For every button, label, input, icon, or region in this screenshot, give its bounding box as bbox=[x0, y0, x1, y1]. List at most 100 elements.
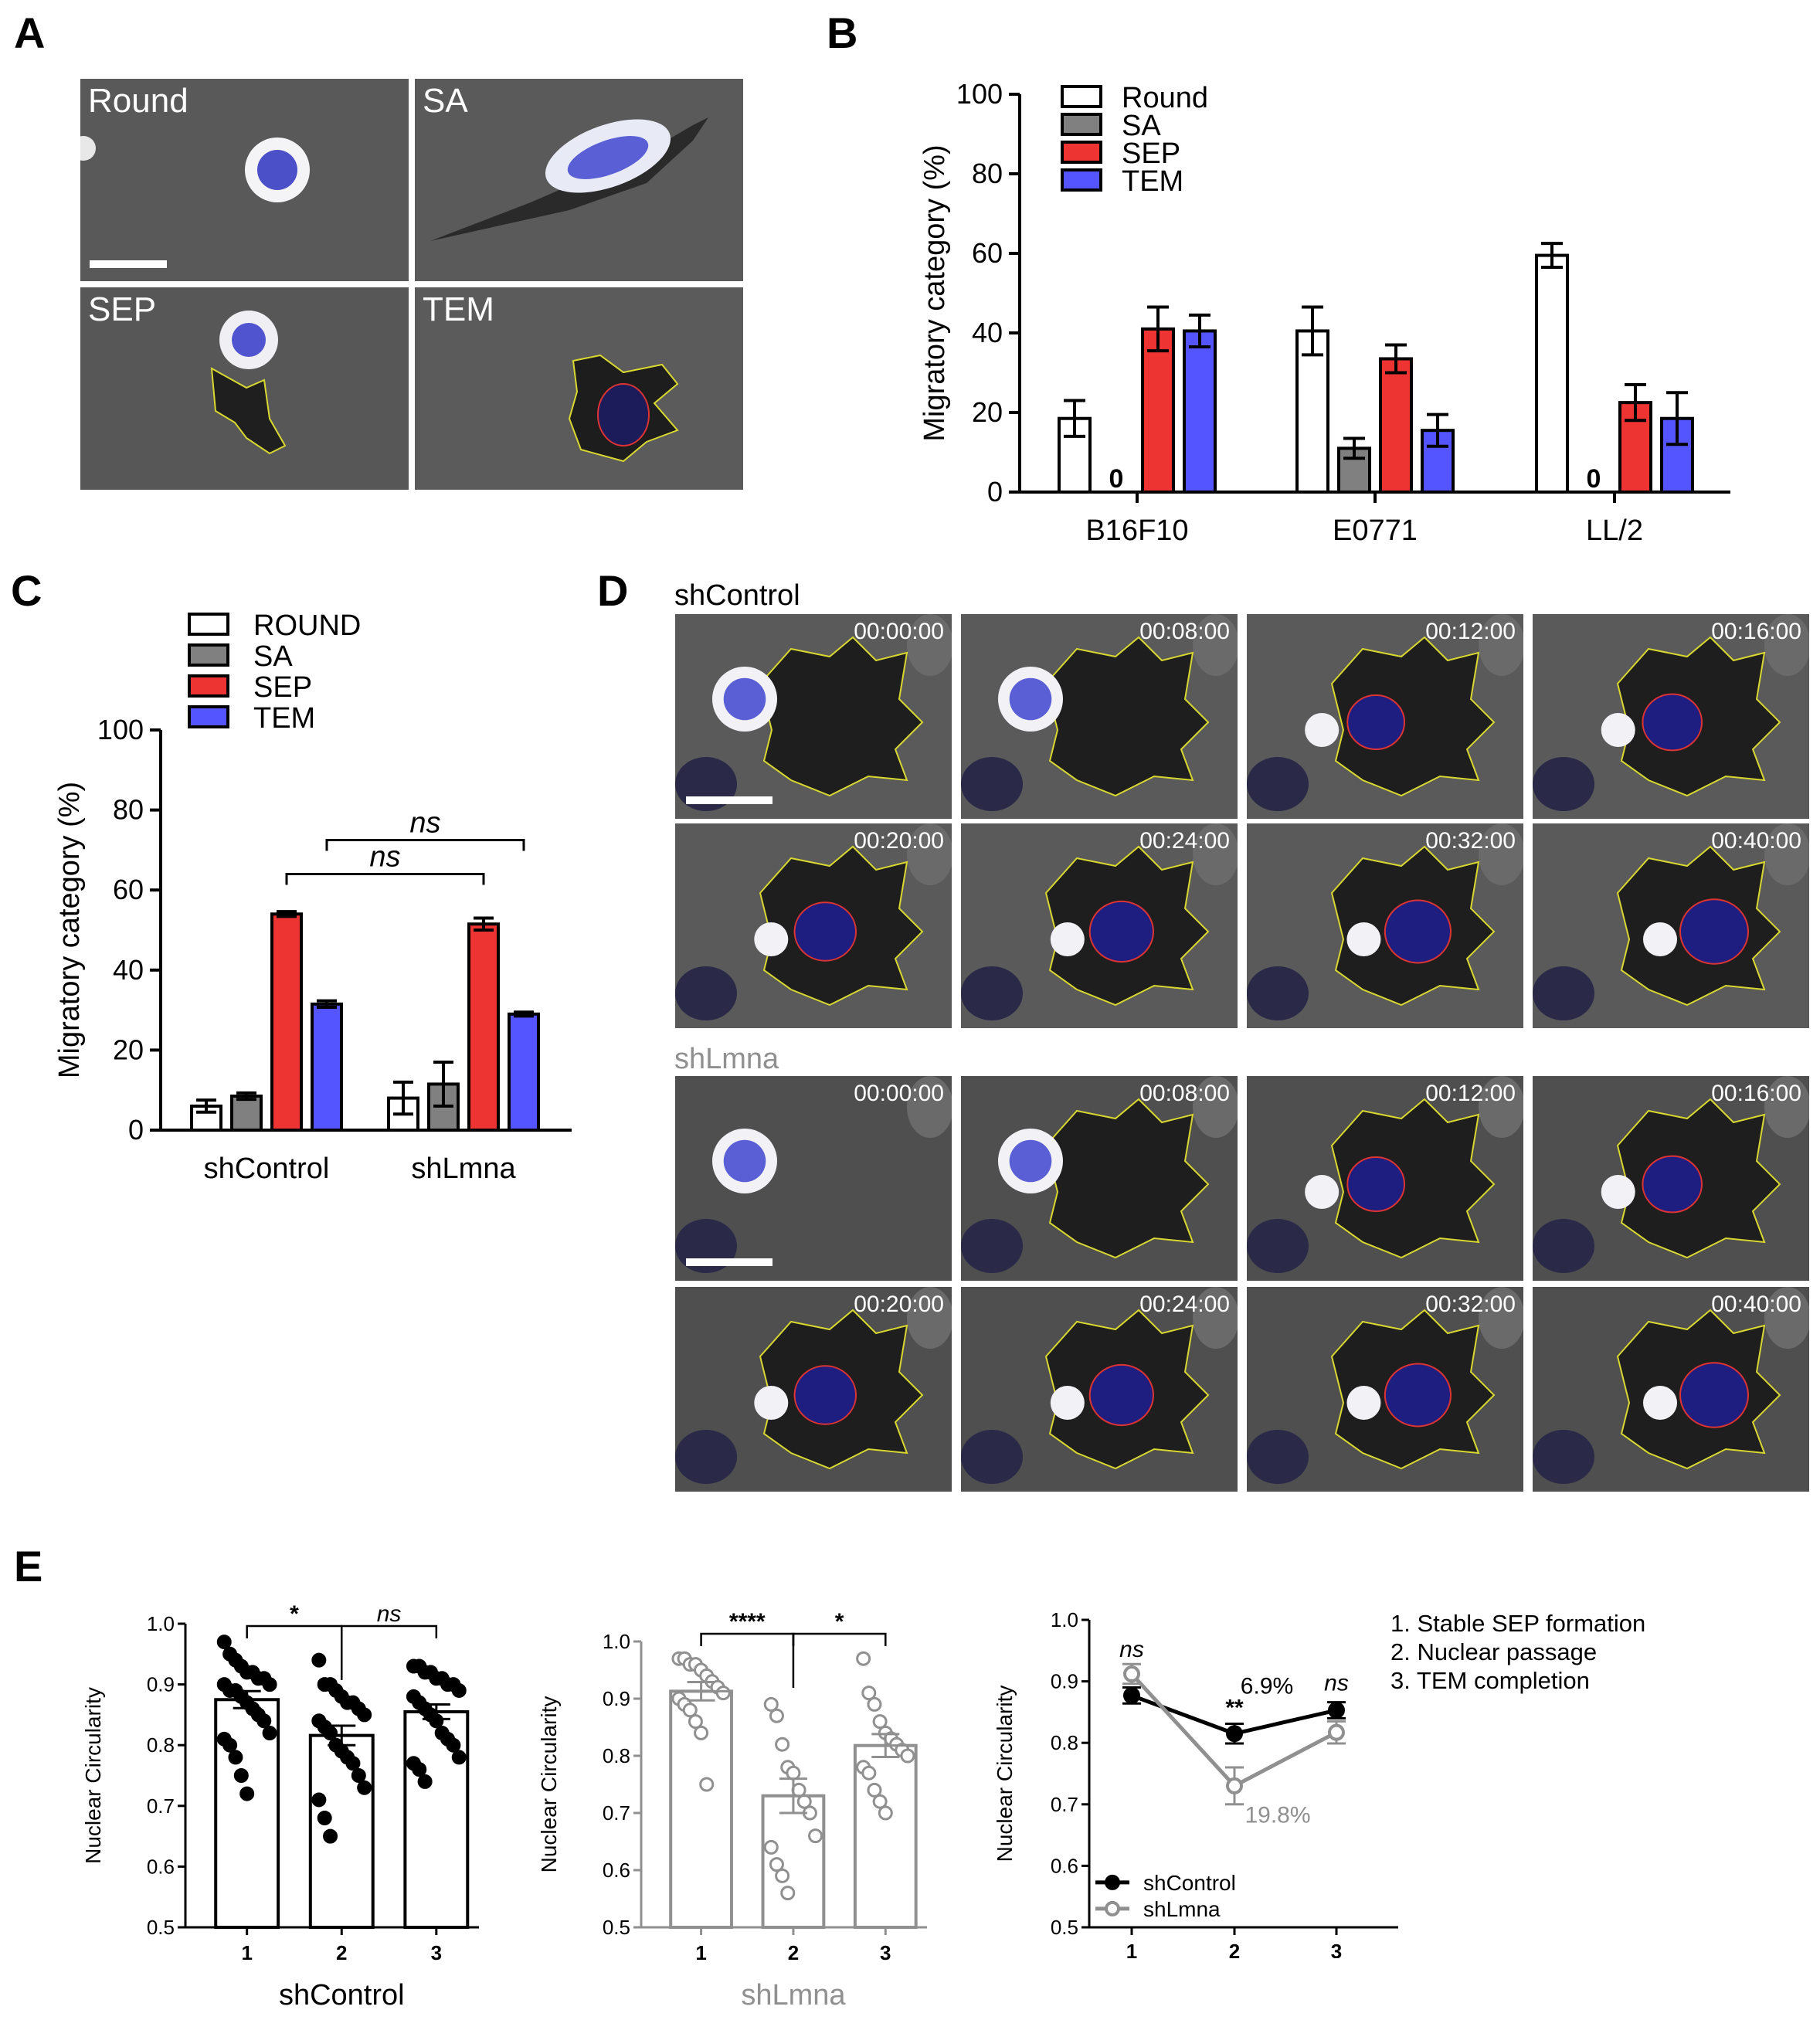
data-point bbox=[256, 1713, 272, 1729]
y-axis-label: Migratory category (%) bbox=[53, 782, 86, 1078]
legend-label: shLmna bbox=[1143, 1897, 1221, 1921]
data-point bbox=[867, 1696, 882, 1712]
y-tick-label: 0.9 bbox=[603, 1687, 630, 1710]
y-tick-label: 100 bbox=[97, 714, 144, 745]
sig-bracket bbox=[700, 1632, 795, 1646]
data-point bbox=[451, 1750, 467, 1765]
legend-swatch bbox=[1061, 168, 1102, 192]
sig-bracket bbox=[285, 872, 485, 885]
data-point bbox=[775, 1868, 790, 1883]
data-point bbox=[262, 1677, 277, 1692]
panel-label-b: B bbox=[827, 8, 858, 57]
y-tick-label: 100 bbox=[956, 78, 1003, 110]
data-point bbox=[239, 1786, 255, 1801]
x-tick-label: 1 bbox=[1126, 1940, 1137, 1958]
panel-label-d: D bbox=[597, 566, 629, 615]
data-point bbox=[222, 1737, 238, 1753]
legend-swatch bbox=[1061, 113, 1102, 136]
annotation-pct: 6.9% bbox=[1241, 1674, 1293, 1699]
sig-bracket bbox=[792, 1632, 887, 1646]
data-point bbox=[694, 1725, 709, 1740]
y-tick-label: 0.7 bbox=[1051, 1793, 1078, 1816]
y-tick-label: 1.0 bbox=[1051, 1608, 1078, 1631]
sig-bracket bbox=[341, 1624, 438, 1638]
y-tick-label: 0.7 bbox=[603, 1801, 630, 1825]
y-tick-label: 80 bbox=[113, 794, 144, 826]
timestamp: 00:40:00 bbox=[1711, 1292, 1801, 1317]
timestamp: 00:12:00 bbox=[1425, 1081, 1516, 1106]
y-tick-label: 20 bbox=[972, 396, 1003, 428]
annotation-stars: ** bbox=[1225, 1695, 1244, 1720]
data-point bbox=[763, 1696, 779, 1712]
step-legend: 1. Stable SEP formation 2. Nuclear passa… bbox=[1390, 1609, 1645, 1695]
data-point bbox=[417, 1774, 433, 1789]
annotation-ns: ns bbox=[1119, 1637, 1144, 1662]
y-tick-label: 0 bbox=[987, 476, 1003, 508]
data-point bbox=[1328, 1723, 1345, 1741]
data-point bbox=[216, 1635, 232, 1650]
data-point bbox=[688, 1714, 703, 1730]
legend-label: SEP bbox=[1122, 137, 1180, 170]
y-tick-label: 0.5 bbox=[1051, 1916, 1078, 1939]
data-point bbox=[323, 1725, 338, 1740]
data-point bbox=[311, 1792, 327, 1808]
timestamp: 00:32:00 bbox=[1425, 828, 1516, 854]
timelapse-frame: 00:00:00 bbox=[675, 1076, 952, 1281]
data-point bbox=[446, 1737, 461, 1753]
data-point bbox=[900, 1748, 915, 1764]
timestamp: 00:08:00 bbox=[1139, 619, 1230, 644]
data-point bbox=[867, 1782, 882, 1798]
timelapse-frame: 00:08:00 bbox=[961, 614, 1238, 819]
x-tick-label: shControl bbox=[204, 1153, 330, 1185]
timelapse-frame: 00:12:00 bbox=[1247, 614, 1523, 819]
timestamp: 00:20:00 bbox=[854, 1292, 944, 1317]
micrograph-sep: SEP bbox=[80, 287, 409, 490]
zero-label: 0 bbox=[1587, 464, 1601, 494]
data-point bbox=[786, 1765, 801, 1781]
legend-swatch bbox=[1061, 141, 1102, 164]
sig-label: * bbox=[290, 1603, 299, 1627]
legend-label: SA bbox=[253, 640, 293, 673]
y-tick-label: 40 bbox=[113, 954, 144, 986]
x-tick-label: 2 bbox=[1229, 1940, 1240, 1958]
x-tick-label: 3 bbox=[431, 1941, 442, 1964]
data-point bbox=[808, 1828, 823, 1844]
y-tick-label: 0.7 bbox=[147, 1794, 175, 1818]
x-tick-label: LL/2 bbox=[1586, 514, 1643, 547]
y-tick-label: 0.9 bbox=[1051, 1670, 1078, 1693]
bar bbox=[270, 912, 303, 1132]
y-axis-label: Nuclear Circularity bbox=[993, 1686, 1017, 1862]
x-tick-label: 3 bbox=[880, 1941, 891, 1964]
y-tick-label: 0 bbox=[128, 1114, 144, 1146]
step-item-3: 3. TEM completion bbox=[1390, 1667, 1590, 1694]
x-axis-label: shControl bbox=[279, 1979, 405, 2012]
panel-label-a: A bbox=[14, 8, 46, 57]
scale-bar bbox=[686, 796, 772, 804]
timestamp: 00:24:00 bbox=[1139, 828, 1230, 854]
data-point bbox=[323, 1828, 338, 1844]
micrograph-label: Round bbox=[88, 82, 188, 120]
x-tick-label: B16F10 bbox=[1085, 514, 1188, 547]
data-point bbox=[780, 1886, 796, 1901]
timestamp: 00:16:00 bbox=[1711, 619, 1801, 644]
y-axis-label: Nuclear Circularity bbox=[81, 1687, 105, 1864]
data-point bbox=[775, 1737, 790, 1752]
data-point bbox=[856, 1651, 871, 1666]
timelapse-frame: 00:00:00 bbox=[675, 614, 952, 819]
timestamp: 00:32:00 bbox=[1425, 1292, 1516, 1317]
data-point bbox=[872, 1714, 888, 1730]
y-tick-label: 20 bbox=[113, 1034, 144, 1065]
timestamp: 00:40:00 bbox=[1711, 828, 1801, 854]
data-point bbox=[357, 1707, 372, 1723]
legend-label: Round bbox=[1122, 82, 1208, 114]
y-tick-label: 0.8 bbox=[147, 1733, 175, 1757]
legend-swatch bbox=[188, 705, 229, 728]
y-tick-label: 80 bbox=[972, 158, 1003, 189]
annotation-ns: ns bbox=[1324, 1671, 1349, 1696]
chart-e2: 0.5 0.6 0.7 0.8 0.9 1.0 Nuclear Circularity 1 2 3… bbox=[537, 1609, 927, 2012]
row-label-shcontrol: shControl bbox=[674, 579, 800, 612]
micrograph-label: SA bbox=[423, 82, 468, 120]
data-point bbox=[763, 1839, 779, 1855]
timelapse-frame: 00:08:00 bbox=[961, 1076, 1238, 1281]
y-axis-label: Migratory category (%) bbox=[918, 144, 951, 441]
